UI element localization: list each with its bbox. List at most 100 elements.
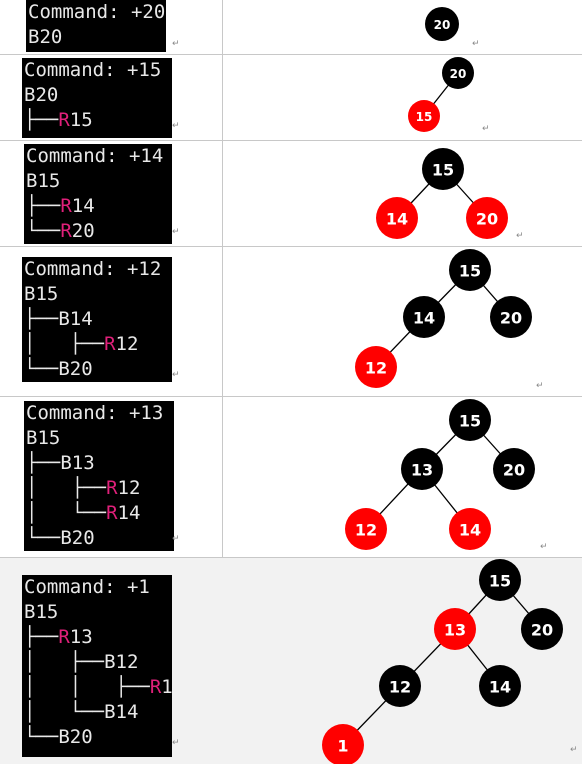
node-key: 20 [531,621,553,640]
tree-output-line: ├──R15 [24,108,170,133]
red-black-tree-diagram: 15 14 20 12 [355,249,532,388]
tree-text: ├── [26,195,61,217]
paragraph-mark-icon: ↵ [516,231,524,241]
tree-output-line: ├──B13 [26,451,172,476]
tree-output-line: ├──R13 [24,625,170,650]
node-key: 15 [459,412,481,431]
tree-node: 20 [490,296,532,338]
red-marker: R [58,626,70,648]
tree-output-line: │ └──R14 [26,501,172,526]
node-circle [449,508,491,550]
tree-output-line: │ ├──R12 [26,476,172,501]
tree-output-line: └──B20 [24,725,170,750]
node-key: 20 [450,67,467,81]
tree-output-line: └──B20 [26,526,172,551]
tree-output-line: └──R20 [26,219,170,244]
tree-output-line: B20 [24,83,170,108]
tree-node: 20 [425,7,459,41]
tree-node: 14 [376,197,418,239]
tree-text: B15 [26,170,61,192]
node-circle [493,448,535,490]
node-circle [479,665,521,707]
command-line: Command: +14 [26,145,164,167]
node-circle [376,197,418,239]
tree-output-line: │ └──B14 [24,700,170,725]
red-marker: R [106,502,118,524]
tree-node: 20 [493,448,535,490]
node-circle [434,608,476,650]
paragraph-mark-icon: ↵ [172,738,180,748]
node-circle [425,7,459,41]
node-key: 14 [386,210,408,229]
node-circle [449,399,491,441]
node-circle [403,296,445,338]
tree-text: 20 [71,220,95,242]
terminal-output: Command: +15 B20 ├──R15 [22,58,172,138]
paragraph-mark-icon: ↵ [172,39,180,49]
paragraph-mark-icon: ↵ [172,227,180,237]
tree-text: └──B20 [24,726,93,748]
tree-text: └──B20 [26,527,95,549]
step-row: Command: +13 B15 ├──B13 │ ├──R12 │ └──R14 └──… [0,397,582,558]
tree-output-line: │ │ ├──R1 [24,675,173,700]
tree-node: 13 [401,448,443,490]
tree-output-line: └──B20 [24,357,170,382]
tree-node: 15 [422,148,464,190]
tree-text: └── [26,220,61,242]
tree-node: 14 [403,296,445,338]
paragraph-mark-icon: ↵ [172,121,180,131]
terminal-output: Command: +12 B15 ├──B14 │ ├──R12 └──B20 [22,257,172,382]
step-row: Command: +14 B15 ├──R14 └──R20 ↵ ↵ 15 14 20 [0,141,582,247]
red-marker: R [60,220,72,242]
tree-node: 15 [479,559,521,601]
tree-text: │ ├──B12 [24,651,139,673]
node-key: 20 [503,461,525,480]
red-black-tree-diagram: 15 13 20 12 14 [345,399,535,550]
red-marker: R [60,195,72,217]
node-circle [442,57,474,89]
tree-text: 14 [117,502,141,524]
red-marker: R [104,333,116,355]
node-circle [345,508,387,550]
tree-node: 14 [479,665,521,707]
tree-text: │ ├── [24,333,105,355]
tree-text: ├── [24,626,59,648]
tree-node: 13 [434,608,476,650]
node-key: 20 [434,18,451,32]
tree-node: 12 [379,665,421,707]
step-row: Command: +1 B15 ├──R13 │ ├──B12 │ │ ├──R1 │ └… [0,558,582,764]
paragraph-mark-icon: ↵ [536,381,544,391]
tree-text: ├── [24,109,59,131]
tree-node: 1 [322,724,364,764]
tree-output-line: │ ├──R12 [24,332,170,357]
paragraph-mark-icon: ↵ [482,124,490,134]
terminal-output: Command: +20 B20 [26,0,166,52]
tree-node: 15 [449,399,491,441]
tree-node: 20 [442,57,474,89]
tree-node: 15 [449,249,491,291]
terminal-output: Command: +14 B15 ├──R14 └──R20 [24,144,172,244]
command-line: Command: +1 [24,576,150,598]
node-circle [422,148,464,190]
tree-text: B15 [24,283,59,305]
tree-node: 20 [466,197,508,239]
command-line: Command: +15 [24,59,162,81]
tree-text: │ │ ├── [24,676,150,698]
node-circle [479,559,521,601]
node-circle [449,249,491,291]
terminal-output: Command: +13 B15 ├──B13 │ ├──R12 │ └──R14 └──… [24,401,174,551]
tree-text: │ ├── [26,477,107,499]
node-circle [379,665,421,707]
paragraph-mark-icon: ↵ [540,542,548,552]
node-key: 15 [489,572,511,591]
tree-output-line: ├──R14 [26,194,170,219]
node-key: 20 [500,309,522,328]
paragraph-mark-icon: ↵ [172,534,180,544]
node-key: 12 [389,678,411,697]
node-key: 15 [432,161,454,180]
column-divider [222,0,223,764]
red-black-tree-diagram: 20 [425,7,459,41]
node-circle [466,197,508,239]
red-marker: R [149,676,162,698]
